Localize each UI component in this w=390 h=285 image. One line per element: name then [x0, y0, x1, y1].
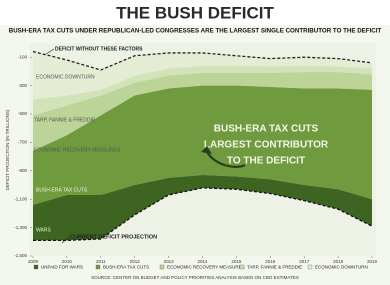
- callout-arrow-head: [201, 146, 212, 154]
- legend-label: UNPAID FOR WARS: [41, 264, 83, 269]
- y-tick-label: -900: [18, 168, 28, 173]
- legend-swatch: [159, 264, 165, 270]
- area: [33, 65, 372, 116]
- y-axis-label: DEFICIT PROJECTION (IN TRILLIONS): [5, 109, 10, 190]
- chart-title: THE BUSH DEFICIT: [116, 3, 274, 22]
- legend-swatch: [95, 264, 101, 270]
- x-tick-label: 2015: [231, 259, 242, 264]
- x-tick-label: 2010: [62, 259, 73, 264]
- annotation: ECONOMIC DOWNTURN: [36, 74, 95, 80]
- y-tick-label: -100: [18, 54, 28, 59]
- x-tick-label: 2011: [96, 259, 106, 264]
- y-tick-label: -700: [18, 140, 28, 145]
- x-tick-label: 2009: [28, 259, 39, 264]
- annotation-pointer: [45, 48, 55, 55]
- x-tick-label: 2017: [299, 259, 310, 264]
- x-tick-label: 2012: [130, 259, 141, 264]
- legend-label: TARP, FANNIE & FREDDIE: [247, 264, 302, 269]
- annotation: TARP, FANNIE & FREDDIE: [34, 117, 96, 123]
- legend-label: BUSH-ERA TAX CUTS: [103, 264, 149, 269]
- annotation-pointer: [61, 236, 70, 244]
- x-tick-label: 2019: [367, 259, 378, 264]
- callout-arrow: [206, 151, 246, 169]
- x-tick-label: 2014: [197, 259, 208, 264]
- y-tick-label: -1,100: [14, 196, 27, 201]
- y-tick-label: -300: [18, 83, 28, 88]
- x-tick-label: 2013: [164, 259, 175, 264]
- legend-swatch: [239, 264, 245, 270]
- current-deficit-line: [33, 187, 373, 242]
- annotation: ECONOMIC RECOVERY MEASURES: [34, 147, 121, 153]
- chart-subtitle: BUSH-ERA TAX CUTS UNDER REPUBLICAN-LED C…: [9, 28, 382, 35]
- y-tick-label: -1,300: [14, 225, 27, 230]
- annotation: WARS: [36, 227, 51, 233]
- x-tick-label: 2018: [333, 259, 344, 264]
- area: [33, 175, 372, 241]
- header-band: [0, 0, 390, 25]
- source: SOURCE: CENTER ON BUDGET AND POLICY PRIO…: [91, 275, 299, 280]
- legend-label: ECONOMIC DOWNTURN: [315, 264, 368, 269]
- annotation: DEFICIT WITHOUT THESE FACTORS: [55, 46, 143, 52]
- legend-swatch: [33, 264, 39, 270]
- annotation: LARGEST CONTRIBUTOR: [204, 140, 329, 151]
- y-tick-label: -1,500: [14, 253, 27, 258]
- y-tick-label: -500: [18, 111, 28, 116]
- annotation: BUSH-ERA TAX CUTS: [36, 187, 88, 193]
- area: [33, 85, 372, 205]
- area: [33, 72, 372, 151]
- x-tick-label: 2016: [265, 259, 276, 264]
- area: [33, 51, 372, 100]
- annotation: CURRENT DEFICIT PROJECTION: [70, 234, 157, 240]
- annotation: TO THE DEFICIT: [227, 156, 305, 167]
- legend-label: ECONOMIC RECOVERY MEASURES: [167, 264, 245, 269]
- legend-swatch: [307, 264, 313, 270]
- plot: -100-300-500-700-900-1,100-1,300-1,50020…: [14, 46, 377, 269]
- annotation: BUSH-ERA TAX CUTS: [214, 124, 319, 135]
